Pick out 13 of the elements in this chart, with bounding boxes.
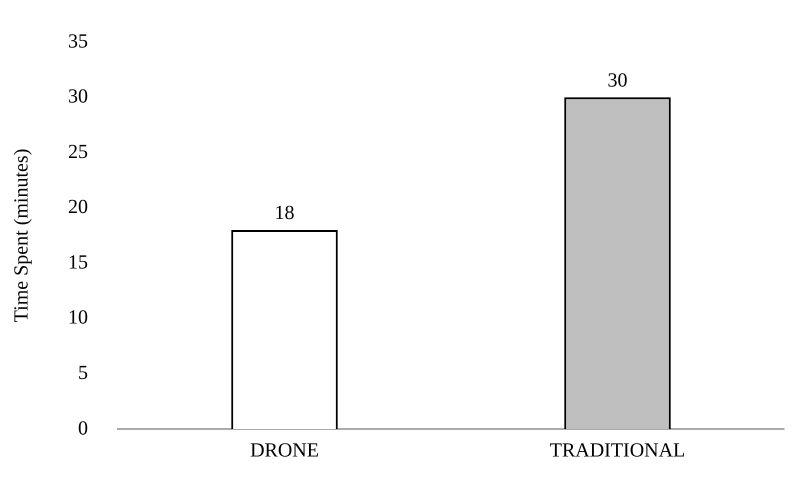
y-tick-label: 35 xyxy=(68,30,88,52)
y-tick-label: 20 xyxy=(68,196,88,218)
y-tick-label: 30 xyxy=(68,86,88,108)
data-label: 30 xyxy=(608,70,628,92)
y-tick-label: 25 xyxy=(68,140,88,163)
data-label: 18 xyxy=(274,202,294,224)
y-tick-label: 10 xyxy=(68,306,88,329)
x-tick-label: DRONE xyxy=(250,439,319,462)
y-tick-label: 15 xyxy=(68,251,88,274)
y-axis-title: Time Spent (minutes) xyxy=(10,148,32,322)
x-tick-label: TRADITIONAL xyxy=(550,439,686,462)
y-tick-label: 5 xyxy=(78,362,88,384)
y-tick-label: 0 xyxy=(78,417,88,440)
